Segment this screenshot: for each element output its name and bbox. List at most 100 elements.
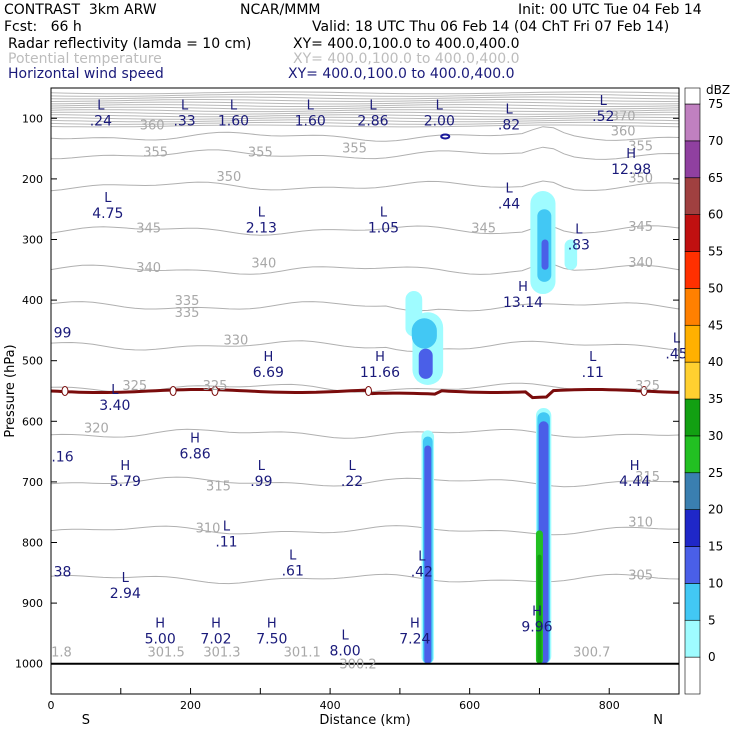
theta-contour	[50, 476, 680, 488]
colorbar-swatch	[684, 103, 701, 142]
wind-extremum-value: 6.86	[179, 447, 210, 463]
colorbar-swatch	[684, 509, 701, 547]
theta-label: 345	[471, 221, 496, 236]
wind-extremum-marker: H	[626, 147, 636, 162]
theta-label: 325	[635, 379, 660, 394]
wind-extremum-marker: H	[410, 616, 420, 631]
wind-extremum-marker: L	[258, 206, 266, 221]
x-tick-label: 400	[320, 699, 341, 712]
theta-contour	[50, 109, 680, 113]
wind-extremum-marker: H	[267, 616, 277, 631]
wind-extremum-value: 13.14	[503, 295, 543, 311]
theta-label: 1.8	[51, 646, 72, 661]
theta-contour	[50, 93, 680, 97]
colorbar-swatch	[684, 472, 701, 510]
colorbar-swatch	[684, 656, 701, 695]
wind-extremum-marker: L	[380, 206, 388, 221]
theta-label: 301.3	[203, 646, 240, 661]
theta-label: 340	[251, 257, 276, 272]
reflectivity-cell	[411, 318, 437, 349]
field-xy-theta: XY= 400.0,100.0 to 400.0,400.0	[293, 51, 520, 67]
wind-extremum-value: 2.13	[246, 221, 277, 237]
y-tick-label: 800	[22, 537, 43, 550]
theta-label: 310	[196, 521, 221, 536]
y-tick-label: 700	[22, 476, 43, 489]
wind-extremum-marker: L	[258, 459, 266, 474]
theta-label: 340	[628, 256, 653, 271]
theta-label: 325	[203, 379, 228, 394]
colorbar-level-label: 65	[708, 171, 723, 185]
wind-extremum-marker: L	[673, 332, 681, 347]
x-tick-label: 800	[599, 699, 620, 712]
theta-label: 350	[217, 170, 242, 185]
theta-contour	[50, 126, 680, 142]
y-tick-label: 1000	[15, 658, 43, 671]
wind-extremum-marker: H	[120, 459, 130, 474]
theta-contour	[50, 121, 680, 125]
colorbar-level-label: 20	[708, 503, 723, 517]
colorbar-swatch	[684, 398, 701, 437]
wind-extremum-value: 3.40	[99, 398, 130, 414]
wind-extremum-value: 1.60	[295, 113, 326, 129]
theta-contour	[50, 263, 680, 275]
field-name-reflectivity: Radar reflectivity (lamda = 10 cm)	[8, 36, 252, 52]
theta-contour	[50, 104, 680, 107]
theta-label: 355	[248, 146, 273, 161]
theta-contour	[50, 225, 680, 236]
wind-extremum-marker: L	[575, 223, 583, 238]
wind-extremum-value: .24	[90, 113, 112, 129]
theta-label: 330	[223, 333, 248, 348]
wind-extremum-value: .42	[411, 565, 433, 581]
colorbar-swatch	[684, 177, 701, 215]
y-tick-label: 500	[22, 355, 43, 368]
colorbar-level-label: 70	[708, 134, 723, 148]
theta-label: 360	[140, 118, 165, 133]
wind-extremum-marker: L	[369, 98, 377, 113]
y-tick-label: 100	[22, 112, 43, 125]
wind-extremum-value: .11	[582, 365, 604, 381]
wind-extremum-value: 5.79	[110, 474, 141, 490]
wind-extremum-marker: L	[589, 350, 597, 365]
wind-extremum-marker: H	[532, 604, 542, 619]
theta-label: 310	[628, 515, 653, 530]
wind-extremum-value: 4.75	[92, 206, 123, 222]
reflectivity-column	[537, 554, 542, 664]
field-name-theta: Potential temperature	[8, 51, 162, 67]
theta-label: 300.7	[573, 646, 610, 661]
wind-extremum-marker: L	[104, 191, 112, 206]
reflectivity-column	[424, 445, 432, 664]
theta-contour	[50, 111, 679, 115]
theta-label: 325	[122, 379, 147, 394]
wind-extremum-marker: L	[223, 519, 231, 534]
wind-extremum-marker: L	[436, 98, 444, 113]
y-tick-label: 600	[22, 415, 43, 428]
freezing-level-marker	[640, 386, 648, 396]
colorbar-swatch	[684, 251, 701, 289]
freezing-level-line	[50, 388, 680, 400]
colorbar-level-label: 25	[708, 466, 723, 480]
x-axis-label: Distance (km)	[319, 713, 410, 728]
theta-contour	[50, 340, 680, 353]
wind-extremum-value: 8.00	[330, 644, 361, 660]
theta-label: 355	[143, 146, 168, 161]
wind-extremum-marker: H	[263, 350, 273, 365]
theta-label: 305	[628, 569, 653, 584]
colorbar-swatch	[684, 619, 701, 658]
theta-label: 350	[628, 172, 653, 187]
freezing-level-marker	[61, 386, 69, 396]
wind-extremum-value: 12.98	[611, 162, 651, 178]
x-end-label-right: N	[653, 713, 663, 728]
wind-extremum-marker: H	[375, 350, 385, 365]
colorbar-level-label: 45	[708, 318, 723, 332]
colorbar-level-label: 35	[708, 392, 723, 406]
colorbar-level-label: 75	[708, 97, 723, 111]
field-xy-wind: XY= 400.0,100.0 to 400.0,400.0	[288, 66, 515, 82]
wind-extremum-value: .82	[498, 118, 520, 134]
theta-contour	[50, 119, 680, 123]
wind-extremum-value: .52	[592, 109, 614, 125]
source-label: NCAR/MMM	[240, 2, 321, 18]
colorbar-swatch	[684, 324, 701, 363]
colorbar-level-label: 40	[708, 355, 723, 369]
colorbar-unit: dBZ	[706, 83, 730, 97]
y-axis-label: Pressure (hPa)	[3, 344, 18, 437]
